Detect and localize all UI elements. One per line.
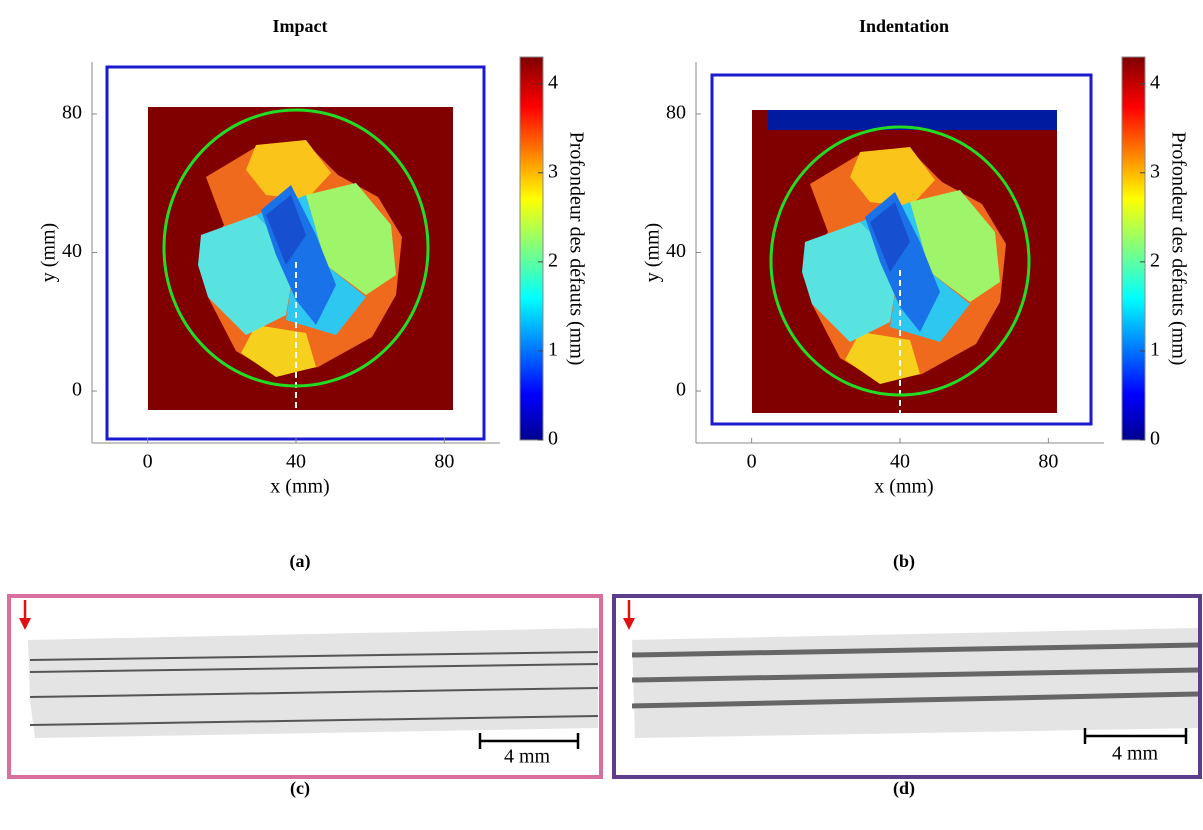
colorbar-tick-label: 3 bbox=[548, 160, 558, 182]
y-tick-label: 0 bbox=[72, 379, 82, 401]
y-tick-label: 40 bbox=[666, 240, 686, 262]
colorbar-tick-label: 4 bbox=[548, 71, 558, 93]
caption: (b) bbox=[893, 551, 915, 572]
scale-bar-label: 4 mm bbox=[504, 746, 551, 768]
colorbar-tick-label: 4 bbox=[1150, 71, 1160, 93]
y-axis-label: y (mm) bbox=[642, 223, 664, 282]
colorbar-tick-label: 1 bbox=[548, 339, 558, 361]
y-axis-label: y (mm) bbox=[38, 223, 60, 282]
y-tick-label: 80 bbox=[666, 102, 686, 124]
micrograph-d bbox=[612, 594, 1202, 779]
y-tick-label: 40 bbox=[62, 240, 82, 262]
colorbar bbox=[1121, 56, 1146, 441]
x-axis-label: x (mm) bbox=[874, 476, 933, 498]
x-axis-label: x (mm) bbox=[270, 476, 329, 498]
caption: (c) bbox=[290, 778, 310, 799]
colorbar-label: Profondeur des défauts (mm) bbox=[1167, 132, 1189, 366]
panel-title: Indentation bbox=[859, 16, 949, 36]
caption: (a) bbox=[290, 551, 311, 572]
colorbar-tick-label: 0 bbox=[1150, 428, 1160, 450]
scale-bar-label: 4 mm bbox=[1112, 743, 1159, 765]
x-tick-label: 0 bbox=[747, 451, 757, 473]
y-tick-label: 80 bbox=[62, 102, 82, 124]
x-tick-label: 40 bbox=[286, 451, 306, 473]
colorbar-tick-label: 0 bbox=[548, 428, 558, 450]
caption: (d) bbox=[893, 778, 915, 799]
panel-title: Impact bbox=[273, 16, 328, 36]
x-tick-label: 80 bbox=[434, 451, 454, 473]
colorbar-tick-label: 2 bbox=[1150, 249, 1160, 271]
y-tick-label: 0 bbox=[676, 379, 686, 401]
colorbar-tick-label: 2 bbox=[548, 249, 558, 271]
colorbar bbox=[519, 56, 544, 441]
colorbar-label: Profondeur des défauts (mm) bbox=[565, 132, 587, 366]
colorbar-tick-label: 3 bbox=[1150, 160, 1160, 182]
x-tick-label: 80 bbox=[1038, 451, 1058, 473]
x-tick-label: 0 bbox=[143, 451, 153, 473]
x-tick-label: 40 bbox=[890, 451, 910, 473]
colorbar-tick-label: 1 bbox=[1150, 339, 1160, 361]
micrograph-c bbox=[7, 594, 603, 779]
